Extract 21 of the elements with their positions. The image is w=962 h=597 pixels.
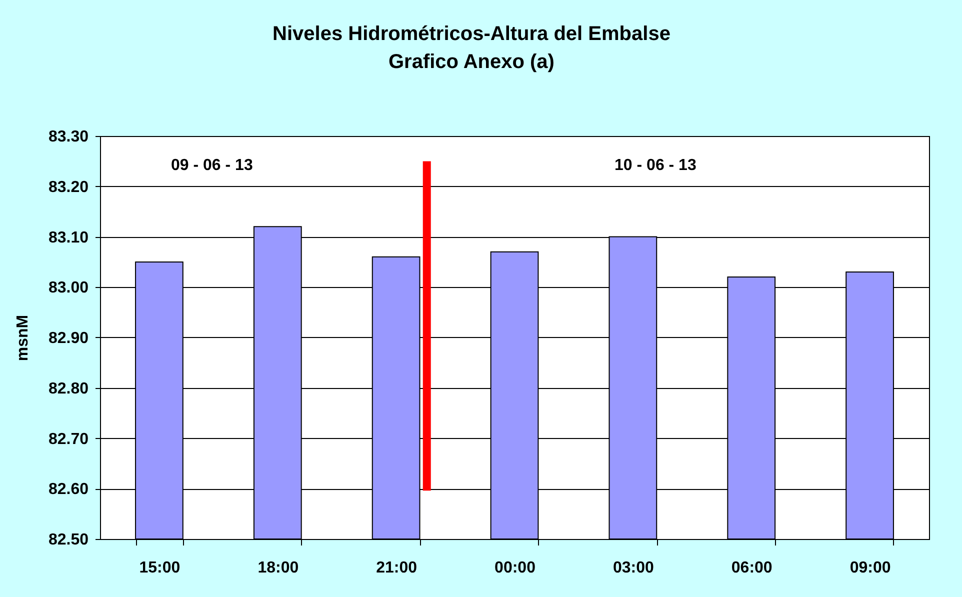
x-tick-label: 21:00	[376, 560, 418, 576]
y-tick-label: 82.70	[48, 430, 89, 448]
y-tick-label: 83.30	[48, 128, 89, 146]
y-tick-label: 82.80	[48, 380, 89, 398]
x-tick-label: 18:00	[258, 560, 299, 576]
y-tick-label: 83.00	[48, 280, 89, 297]
y-axis-title: msnM	[14, 314, 32, 362]
x-tick-label: 09:00	[850, 560, 891, 576]
x-tick-label: 06:00	[731, 560, 772, 576]
y-tick-label: 83.20	[48, 178, 89, 196]
x-tick-label: 15:00	[139, 560, 180, 576]
y-tick-label: 83.10	[48, 229, 89, 246]
y-tick-label: 82.50	[48, 532, 89, 548]
y-tick-label: 82.60	[48, 481, 89, 498]
annotation: 09 - 06 - 13	[171, 157, 253, 174]
y-tick-label: 82.90	[48, 330, 89, 347]
x-tick-label: 00:00	[494, 560, 536, 576]
x-tick-label: 03:00	[612, 560, 654, 576]
annotation: 10 - 06 - 13	[614, 157, 696, 174]
chart-title: Niveles Hidrométricos-Altura del Embalse	[272, 23, 670, 45]
chart-subtitle: Grafico Anexo (a)	[388, 51, 554, 73]
